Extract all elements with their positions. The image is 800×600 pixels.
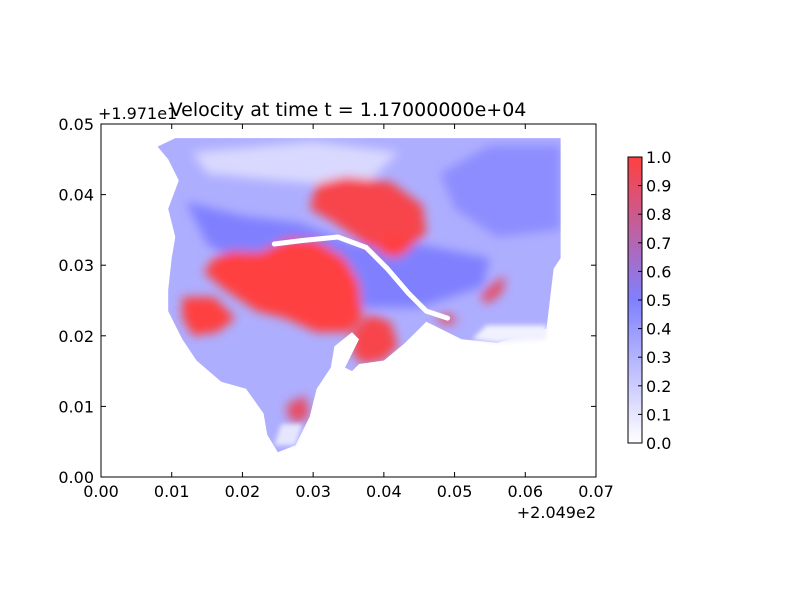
y-axis: 0.00 0.01 0.02 0.03 0.04 0.05 (58, 115, 596, 487)
colorbar-tick-label: 0.6 (646, 262, 671, 281)
x-axis: 0.00 0.01 0.02 0.03 0.04 0.05 0.06 0.07 (83, 124, 614, 501)
x-tick-label: 0.04 (366, 482, 402, 501)
chart-title: Velocity at time t = 1.17000000e+04 (170, 99, 527, 121)
low-velocity-region-1 (472, 325, 547, 343)
colorbar-tick-label: 1.0 (646, 148, 671, 167)
colorbar-axis: 0.0 0.1 0.2 0.3 0.4 0.5 0.6 0.7 0.8 0.9 1.0 (638, 148, 671, 453)
colorbar-tick-label: 0.3 (646, 348, 671, 367)
velocity-region-11 (479, 275, 506, 304)
x-tick-label: 0.03 (295, 482, 331, 501)
channel-line (271, 234, 450, 321)
y-tick-label: 0.00 (58, 468, 94, 487)
y-tick-label: 0.01 (58, 397, 94, 416)
x-tick-label: 0.02 (225, 482, 261, 501)
velocity-region-1 (192, 141, 398, 188)
colorbar-tick-label: 0.2 (646, 377, 671, 396)
colorbar-tick-label: 0.8 (646, 205, 671, 224)
x-tick-label: 0.05 (437, 482, 473, 501)
low-velocity-region-2 (274, 424, 303, 446)
y-offset-label: +1.971e1 (98, 104, 177, 123)
velocity-field (157, 138, 561, 453)
colorbar-tick-label: 0.9 (646, 177, 671, 196)
y-tick-label: 0.05 (58, 115, 94, 134)
x-tick-label: 0.07 (578, 482, 614, 501)
colorbar-tick-label: 0.5 (646, 291, 671, 310)
velocity-region-9 (286, 395, 310, 425)
x-offset-label: +2.049e2 (517, 503, 596, 522)
velocity-region-4 (309, 176, 427, 252)
colorbar-tick-label: 0.7 (646, 234, 671, 253)
y-tick-label: 0.04 (58, 186, 94, 205)
plot-frame (100, 123, 597, 478)
velocity-region-8 (380, 233, 413, 259)
colorbar-tick-label: 0.1 (646, 405, 671, 424)
velocity-region-6 (182, 297, 236, 336)
colorbar-tick-label: 0.0 (646, 434, 671, 453)
velocity-region-2 (440, 145, 561, 237)
y-tick-label: 0.02 (58, 327, 94, 346)
velocity-region-5 (203, 238, 363, 333)
x-tick-label: 0.01 (154, 482, 190, 501)
x-tick-label: 0.00 (83, 482, 119, 501)
y-tick-label: 0.03 (58, 256, 94, 275)
x-tick-label: 0.06 (507, 482, 543, 501)
colorbar-tick-label: 0.4 (646, 320, 671, 339)
velocity-region-7 (352, 314, 398, 364)
